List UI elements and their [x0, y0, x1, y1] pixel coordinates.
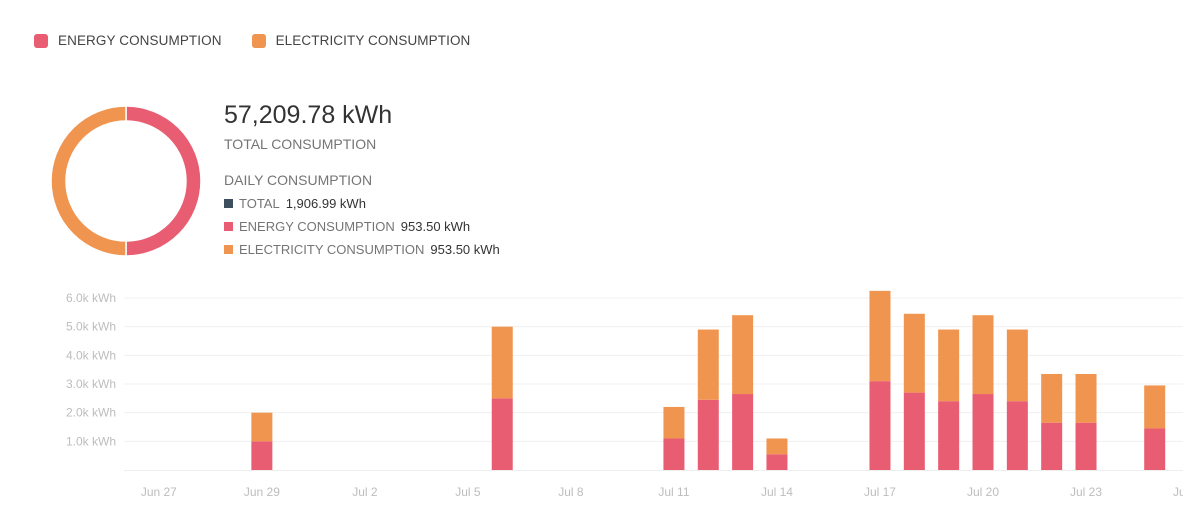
daily-row-total: TOTAL 1,906.99 kWh — [224, 196, 500, 211]
y-tick-label: 4.0k kWh — [66, 348, 116, 362]
bar-energy-jul-23[interactable] — [1041, 422, 1063, 470]
bar-energy-jul-18[interactable] — [869, 381, 891, 470]
daily-value-energy: 953.50 kWh — [400, 219, 471, 234]
legend-swatch-electricity — [251, 33, 266, 48]
x-tick-label: Jul 8 — [558, 485, 584, 499]
bar-energy-jul-26[interactable] — [1144, 428, 1166, 470]
bar-electricity-jul-23[interactable] — [1041, 373, 1063, 423]
daily-name-electricity: ELECTRICITY CONSUMPTION — [239, 242, 425, 257]
bar-electricity-jul-20[interactable] — [938, 329, 960, 402]
legend-label-energy: ENERGY CONSUMPTION — [58, 33, 222, 48]
x-tick-label: Jun 27 — [141, 485, 177, 499]
daily-value-electricity: 953.50 kWh — [430, 242, 500, 257]
daily-name-energy: ENERGY CONSUMPTION — [239, 219, 395, 234]
bar-electricity-jul-22[interactable] — [1006, 329, 1028, 402]
legend-item-energy[interactable]: ENERGY CONSUMPTION — [34, 33, 222, 48]
x-tick-label: Jun 29 — [244, 485, 280, 499]
daily-swatch-electricity — [224, 245, 233, 254]
bar-electricity-jul-7[interactable] — [491, 326, 513, 399]
legend-swatch-energy — [34, 33, 48, 48]
bar-electricity-jul-14[interactable] — [732, 315, 754, 395]
bar-energy-jul-12[interactable] — [663, 438, 685, 470]
daily-consumption-label: DAILY CONSUMPTION — [224, 172, 373, 188]
bar-electricity-jul-21[interactable] — [972, 315, 994, 395]
bar-electricity-jul-18[interactable] — [869, 290, 891, 382]
x-tick-label: Jul 11 — [658, 485, 689, 499]
x-tick-label: Jul 20 — [967, 485, 999, 499]
x-tick-label: Jul 17 — [864, 485, 896, 499]
bar-electricity-jul-19[interactable] — [903, 313, 925, 393]
chart-legend: ENERGY CONSUMPTION ELECTRICITY CONSUMPTI… — [34, 33, 470, 48]
bar-energy-jul-7[interactable] — [491, 398, 513, 470]
bar-electricity-jul-15[interactable] — [766, 438, 788, 455]
daily-value-total: 1,906.99 kWh — [285, 196, 366, 211]
y-tick-label: 6.0k kWh — [66, 291, 116, 305]
x-tick-label: Jul 2 — [352, 485, 378, 499]
bar-energy-jun-30[interactable] — [251, 441, 273, 470]
total-consumption-value: 57,209.78 kWh — [224, 101, 393, 129]
x-tick-label: Jul 14 — [761, 485, 793, 499]
y-tick-label: 2.0k kWh — [66, 406, 116, 420]
bar-electricity-jul-13[interactable] — [697, 329, 719, 400]
bar-energy-jul-15[interactable] — [766, 454, 788, 470]
y-tick-label: 1.0k kWh — [66, 434, 116, 448]
bar-electricity-jun-30[interactable] — [251, 412, 273, 442]
x-tick-label: Jul 23 — [1070, 485, 1102, 499]
bar-energy-jul-13[interactable] — [697, 399, 719, 470]
bar-energy-jul-21[interactable] — [972, 394, 994, 470]
donut-slice-energy[interactable] — [125, 105, 202, 257]
x-tick-label: Jul 26 — [1173, 485, 1183, 499]
bar-energy-jul-20[interactable] — [938, 401, 960, 470]
bar-electricity-jul-26[interactable] — [1144, 385, 1166, 429]
daily-name-total: TOTAL — [239, 196, 280, 211]
bar-energy-jul-14[interactable] — [732, 394, 754, 470]
bar-energy-jul-24[interactable] — [1075, 422, 1097, 470]
legend-label-electricity: ELECTRICITY CONSUMPTION — [275, 33, 471, 48]
daily-row-energy: ENERGY CONSUMPTION 953.50 kWh — [224, 219, 500, 234]
bar-electricity-jul-24[interactable] — [1075, 373, 1097, 423]
bar-electricity-jul-12[interactable] — [663, 406, 685, 439]
bar-energy-jul-19[interactable] — [903, 392, 925, 470]
daily-consumption-bar-chart: 1.0k kWh 2.0k kWh 3.0k kWh 4.0k kWh 5.0k kWh… — [66, 290, 1183, 499]
bar-energy-jul-22[interactable] — [1006, 401, 1028, 470]
daily-swatch-total — [224, 199, 233, 208]
y-tick-label: 3.0k kWh — [66, 377, 116, 391]
x-tick-label: Jul 5 — [455, 485, 481, 499]
consumption-summary: 57,209.78 kWh TOTAL CONSUMPTION DAILY CO… — [224, 98, 500, 257]
daily-row-electricity: ELECTRICITY CONSUMPTION 953.50 kWh — [224, 242, 500, 257]
y-tick-label: 5.0k kWh — [66, 320, 116, 334]
daily-swatch-energy — [224, 222, 233, 231]
consumption-donut — [50, 105, 202, 257]
donut-slice-electricity[interactable] — [50, 105, 127, 257]
total-consumption-label: TOTAL CONSUMPTION — [224, 136, 377, 152]
legend-item-electricity[interactable]: ELECTRICITY CONSUMPTION — [251, 33, 471, 48]
